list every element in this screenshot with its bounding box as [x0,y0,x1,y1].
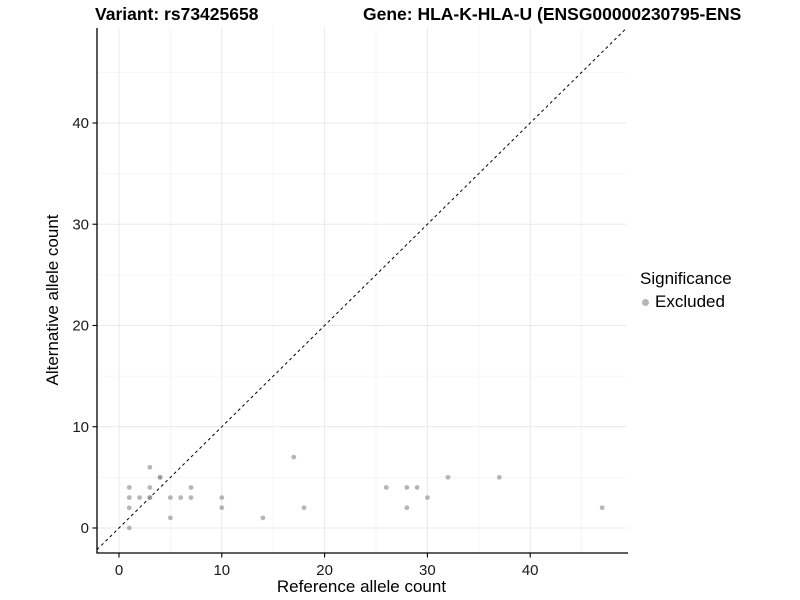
y-tick-label: 40 [72,115,89,132]
y-tick-label: 0 [81,520,89,537]
data-point [404,505,410,511]
data-point [599,505,605,511]
legend-title: Significance [640,269,732,288]
data-point [219,495,225,501]
legend-item-label: Excluded [655,292,725,311]
data-point [383,485,389,490]
data-point [260,515,266,521]
data-point [137,495,142,501]
data-point [219,505,225,511]
data-point [424,495,430,501]
legend: Significance Excluded [640,269,732,312]
y-tick-label: 10 [72,419,89,436]
data-point [188,495,194,501]
data-point [126,505,132,511]
y-tick-label: 30 [72,216,89,233]
y-axis-title: Alternative allele count [43,214,62,386]
x-tick-label: 10 [213,562,230,579]
data-point [445,474,451,480]
data-point [126,525,132,531]
x-tick-label: 40 [522,562,539,579]
data-point [404,485,410,490]
data-point [188,485,194,490]
data-point [291,454,297,460]
data-point [167,495,173,501]
data-point [126,495,132,501]
data-point [414,485,420,490]
x-axis-title: Reference allele count [276,577,447,596]
data-point [147,464,153,470]
plot-title-gene: Gene: HLA-K-HLA-U (ENSG00000230795-ENS [363,4,742,24]
data-point [126,485,132,490]
identity-line [96,28,627,551]
data-point [496,474,502,480]
data-point [167,515,173,521]
data-point [178,495,184,501]
data-point [147,495,153,501]
data-point [157,474,163,480]
excluded-point-swatch [642,298,649,306]
data-point [147,485,153,490]
x-tick-label: 30 [419,562,436,579]
data-point [301,505,307,511]
plot-title-variant: Variant: rs73425658 [95,4,259,24]
legend-item-excluded: Excluded [640,292,732,312]
x-tick-label: 20 [316,562,333,579]
x-tick-label: 0 [115,562,123,579]
y-tick-label: 20 [72,318,89,335]
